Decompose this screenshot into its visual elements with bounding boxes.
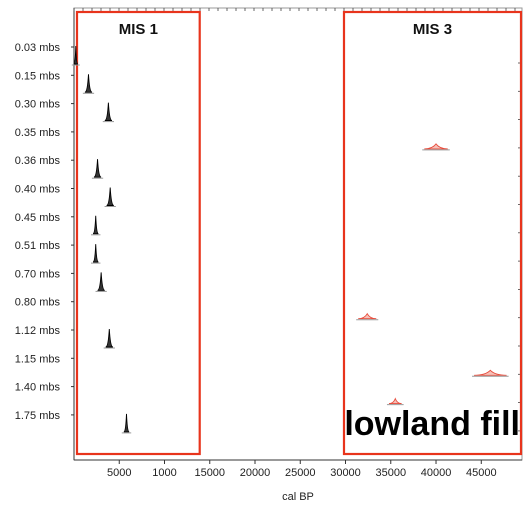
- x-tick-label: 15000: [194, 467, 225, 479]
- y-tick-label: 0.36 mbs: [15, 155, 61, 167]
- date-distribution: [84, 74, 93, 93]
- y-tick-label: 0.15 mbs: [15, 70, 61, 82]
- date-distribution: [358, 312, 377, 320]
- x-tick-label: 45000: [466, 467, 497, 479]
- date-distribution: [93, 159, 102, 178]
- mis-box: [75, 10, 201, 456]
- y-tick-label: 0.70 mbs: [15, 268, 61, 280]
- date-distribution: [474, 369, 507, 376]
- mis-box: [342, 10, 523, 456]
- mis-box-label: MIS 1: [119, 21, 158, 38]
- x-tick-label: 40000: [421, 467, 452, 479]
- y-tick-label: 0.03 mbs: [15, 42, 61, 54]
- date-distribution: [97, 272, 105, 291]
- y-tick-label: 1.15 mbs: [15, 353, 61, 365]
- plot-frame: [73, 7, 523, 461]
- date-distribution: [92, 215, 99, 235]
- y-tick-label: 0.51 mbs: [15, 240, 61, 252]
- mis-box-label: MIS 3: [413, 21, 452, 38]
- date-distribution: [105, 328, 114, 348]
- y-tick-label: 1.75 mbs: [15, 410, 61, 422]
- y-tick-label: 0.45 mbs: [15, 212, 61, 224]
- date-distribution: [424, 143, 448, 150]
- y-tick-label: 0.40 mbs: [15, 184, 61, 196]
- x-tick-label: 1000: [152, 467, 176, 479]
- plot-area: 0.03 mbs 0.15 mbs 0.30 mbs 0.35 mbs 0.36 mbs…: [15, 7, 523, 503]
- x-tick-label: 5000: [107, 467, 131, 479]
- x-tick-label: 20000: [240, 467, 271, 479]
- date-distribution: [106, 187, 115, 206]
- x-axis-title: cal BP: [282, 491, 314, 503]
- date-distribution: [123, 413, 130, 433]
- date-distribution: [104, 102, 113, 122]
- date-distribution: [73, 45, 79, 65]
- y-tick-label: 0.30 mbs: [15, 99, 61, 111]
- y-tick-label: 1.12 mbs: [15, 325, 61, 337]
- date-distribution: [92, 244, 99, 263]
- date-distribution: [388, 397, 402, 405]
- y-tick-label: 1.40 mbs: [15, 382, 61, 394]
- x-tick-label: 30000: [330, 467, 361, 479]
- lowland-fill-annotation: lowland fill: [344, 405, 520, 443]
- y-tick-label: 0.35 mbs: [15, 127, 61, 139]
- y-tick-label: 0.80 mbs: [15, 297, 61, 309]
- x-tick-label: 35000: [375, 467, 406, 479]
- x-tick-label: 25000: [285, 467, 316, 479]
